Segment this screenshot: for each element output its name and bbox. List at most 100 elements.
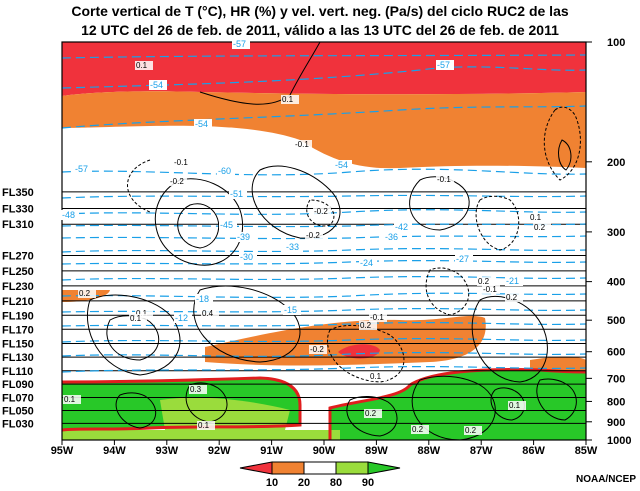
isotherm bbox=[62, 209, 586, 215]
omega-label: 0.1 bbox=[136, 61, 148, 70]
omega-label-bg bbox=[477, 277, 495, 286]
rh-10-20-region bbox=[62, 91, 586, 169]
pressure-tick-label: 900 bbox=[607, 417, 625, 429]
credit-label: NOAA/NCEP bbox=[575, 474, 636, 485]
omega-label: -0.2 bbox=[310, 345, 324, 354]
isotherm-label: -21 bbox=[506, 276, 519, 286]
isotherm-label-bg bbox=[232, 39, 250, 49]
pressure-axis: 100 200 300 400 500 600 700 800 900 1000 bbox=[586, 37, 631, 447]
flight-level-label: FL250 bbox=[2, 266, 34, 278]
omega-label: 0.1 bbox=[64, 395, 76, 404]
omega-label-bg bbox=[482, 285, 500, 294]
isotherm-label-bg bbox=[283, 305, 301, 315]
omega-label: 0.3 bbox=[190, 385, 202, 394]
isotherm-label-bg bbox=[285, 242, 303, 252]
isotherm-label-bg bbox=[505, 276, 523, 286]
omega-contour bbox=[185, 382, 228, 423]
omega-label: 0.2 bbox=[360, 321, 372, 330]
isotherm-label-bg bbox=[394, 222, 412, 232]
omega-label-bg bbox=[189, 385, 207, 394]
flight-level-label: FL050 bbox=[2, 405, 34, 417]
legend-boundary-label: 90 bbox=[362, 477, 374, 489]
isotherm-label: -60 bbox=[218, 166, 231, 176]
longitude-tick-label: 93W bbox=[155, 445, 178, 457]
omega-labels: 0.10.1-0.1-0.1-0.2 -0.1-0.20.1-0.20.20.20… bbox=[63, 61, 551, 435]
omega-label-bg bbox=[313, 207, 331, 216]
omega-label: -0.1 bbox=[174, 158, 188, 167]
omega-contour bbox=[193, 285, 301, 363]
longitude-axis: 95W 94W 93W 92W 91W 90W 89W 88W 87W 86W 85W bbox=[51, 440, 598, 457]
isotherm bbox=[62, 247, 586, 253]
isotherm bbox=[62, 259, 586, 265]
pressure-tick-label: 400 bbox=[607, 277, 625, 289]
temperature-isotherms bbox=[62, 54, 586, 373]
chart-title-line-1: Corte vertical de T (°C), HR (%) y vel. … bbox=[71, 3, 569, 19]
omega-contour bbox=[115, 392, 157, 429]
flight-level-label: FL230 bbox=[2, 281, 34, 293]
omega-contour bbox=[411, 375, 496, 440]
rh-legend: 10 20 80 90 bbox=[239, 461, 401, 489]
legend-swatch bbox=[239, 461, 273, 475]
omega-label: -0.1 bbox=[370, 313, 384, 322]
rh-lt10-midlevel bbox=[338, 344, 380, 359]
omega-label-bg bbox=[436, 175, 454, 184]
omega-label: -0.2 bbox=[306, 231, 320, 240]
longitude-tick-label: 86W bbox=[522, 445, 545, 457]
isotherm-label-bg bbox=[236, 232, 254, 242]
omega-label-bg bbox=[173, 158, 191, 167]
longitude-tick-label: 90W bbox=[313, 445, 336, 457]
flight-level-label: FL030 bbox=[2, 418, 34, 430]
pressure-tick-label: 200 bbox=[607, 157, 625, 169]
omega-label: -0.2 bbox=[170, 177, 184, 186]
longitude-tick-label: 85W bbox=[575, 445, 598, 457]
isotherm-label: -15 bbox=[284, 305, 297, 315]
omega-label: 0.1 bbox=[530, 213, 542, 222]
isotherm-label-bg bbox=[219, 220, 237, 230]
isotherm bbox=[62, 365, 586, 373]
omega-label: 0.2 bbox=[534, 223, 546, 232]
omega-label: -0.1 bbox=[437, 175, 451, 184]
isotherm-label-bg bbox=[436, 60, 454, 70]
isotherm-label: -12 bbox=[175, 313, 188, 323]
pressure-tick-label: 100 bbox=[607, 37, 625, 49]
isotherm-label: -57 bbox=[437, 60, 450, 70]
omega-label-bg bbox=[169, 177, 187, 186]
longitude-tick-label: 88W bbox=[417, 445, 440, 457]
isotherm bbox=[62, 307, 586, 313]
omega-label: -0.1 bbox=[295, 140, 309, 149]
isotherm-label-bg bbox=[194, 119, 212, 129]
omega-label: -0.2 bbox=[314, 207, 328, 216]
rh-80-90-bottom bbox=[62, 430, 340, 440]
flight-level-label: FL070 bbox=[2, 392, 34, 404]
isotherm bbox=[62, 223, 586, 228]
rh-gt90-right bbox=[330, 369, 586, 440]
isotherm bbox=[62, 337, 586, 343]
flight-level-label: FL130 bbox=[2, 352, 34, 364]
legend-swatch bbox=[271, 461, 305, 475]
isotherm bbox=[62, 168, 586, 176]
omega-label-bg bbox=[281, 95, 299, 104]
legend-swatch bbox=[367, 461, 401, 475]
omega-contour bbox=[475, 195, 520, 251]
omega-label-bg bbox=[369, 313, 387, 322]
isotherm-label: -51 bbox=[230, 189, 243, 199]
isotherm-label: -54 bbox=[195, 119, 208, 129]
isotherm-label-bg bbox=[61, 210, 79, 220]
isotherm-label: -30 bbox=[240, 252, 253, 262]
flight-level-label: FL090 bbox=[2, 379, 34, 391]
isotherm-label: -48 bbox=[62, 210, 75, 220]
flight-level-labels: FL350 FL330 FL310 FL270 FL250 FL230 FL210 FL190… bbox=[2, 187, 34, 430]
omega-label-bg bbox=[508, 401, 526, 410]
isotherm-label-bg bbox=[149, 80, 167, 90]
omega-label-bg bbox=[309, 345, 327, 354]
isotherm-label: -42 bbox=[395, 222, 408, 232]
omega-label: 0.1 bbox=[282, 95, 294, 104]
omega-contour bbox=[154, 178, 244, 266]
omega-contour bbox=[127, 159, 151, 213]
omega-label-bg bbox=[305, 231, 323, 240]
flight-level-label: FL110 bbox=[2, 366, 33, 378]
omega-contour bbox=[536, 378, 577, 421]
omega-label-bg bbox=[505, 293, 523, 302]
omega-label-bg bbox=[135, 309, 153, 318]
pressure-tick-label: 600 bbox=[607, 347, 625, 359]
